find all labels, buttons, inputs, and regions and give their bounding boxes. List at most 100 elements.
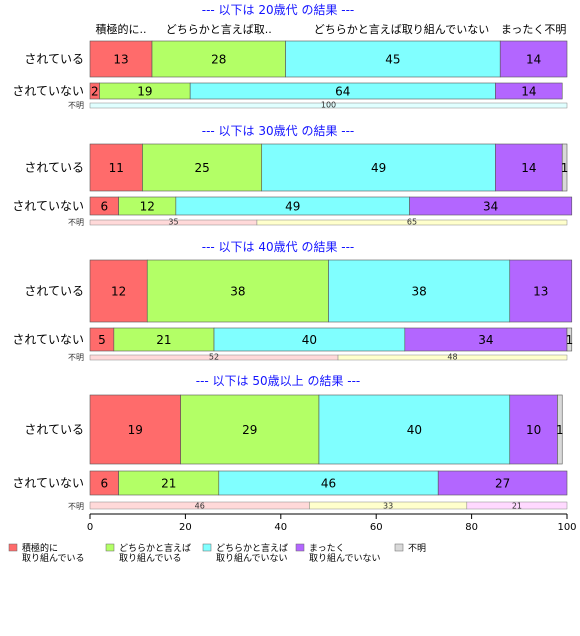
x-tick-label: 0 [87,522,93,533]
legend-label: どちらかと言えば [216,542,288,554]
legend-label: 積極的に [22,542,58,554]
bar-segment [495,82,563,100]
segment-label: 34 [483,200,498,214]
bar-segment [89,40,153,78]
bar-segment [499,40,568,78]
fumei-segment [466,501,568,510]
group-title: --- 以下は 30歳代 の結果 --- [202,124,355,138]
fumei-segment [337,354,568,361]
legend-label: 取り組んでいない [309,552,381,564]
row-label: されていない [12,84,84,98]
segment-label: 21 [161,477,176,491]
segment-label: 13 [533,285,548,299]
legend-label: 取り組んでいる [119,552,182,564]
bar-segment [146,259,329,323]
segment-label: 29 [242,423,257,437]
fumei-segment-label: 48 [447,353,457,362]
segment-label: 14 [521,161,536,175]
legend-swatch [8,543,18,552]
segment-label: 14 [526,53,541,67]
segment-label: 27 [495,477,510,491]
segment-label: 12 [111,285,126,299]
row-label: されている [24,161,84,175]
bar-segment [89,143,143,192]
bar-segment [151,40,286,78]
bar-segment [566,327,573,352]
bar-segment [509,259,573,323]
segment-label: 13 [113,53,128,67]
bar-segment [409,196,573,216]
segment-label: 12 [140,200,155,214]
row-label: されていない [12,333,84,347]
fumei-segment-label: 65 [407,218,417,227]
legend-label: 取り組んでいる [22,552,85,564]
bar-segment [328,259,511,323]
bar-segment [118,470,220,496]
segment-label: 1 [561,161,569,175]
row-label: されている [24,423,84,437]
legend-swatch [105,543,115,552]
segment-label: 2 [91,85,99,99]
segment-label: 40 [407,423,422,437]
bar-segment [318,394,511,465]
segment-label: 46 [321,477,336,491]
bar-segment [89,394,181,465]
bar-segment [509,394,558,465]
category-header: どちらかと言えば取.. [166,23,272,36]
segment-label: 45 [385,53,400,67]
legend-swatch [202,543,212,552]
segment-label: 40 [302,333,317,347]
segment-label: 11 [109,161,124,175]
segment-label: 21 [156,333,171,347]
legend-label: どちらかと言えば [119,542,191,554]
segment-label: 38 [230,285,245,299]
row-label: されていない [12,476,84,490]
segment-label: 10 [526,423,541,437]
x-tick-label: 60 [370,522,383,533]
fumei-segment [256,219,568,226]
bar-segment [557,394,563,465]
segment-label: 49 [285,200,300,214]
segment-label: 19 [137,85,152,99]
fumei-label: 不明 [68,502,84,511]
x-tick-label: 20 [179,522,192,533]
bar-segment [180,394,320,465]
group-title: --- 以下は 40歳代 の結果 --- [202,240,355,254]
bar-segment [218,470,439,496]
segment-label: 14 [521,85,536,99]
bar-segment [89,259,148,323]
bar-segment [495,143,563,192]
x-tick-label: 80 [465,522,478,533]
category-header: まったく不明 [501,23,567,36]
category-header: どちらかと言えば取り組んでいない [314,23,489,36]
segment-label: 5 [98,333,106,347]
segment-label: 1 [556,423,564,437]
group-title: --- 以下は 20歳代 の結果 --- [202,3,355,17]
fumei-segment-label: 46 [195,502,205,511]
group-title: --- 以下は 50歳以上 の結果 --- [196,374,361,388]
segment-label: 38 [411,285,426,299]
legend-label: 不明 [408,543,426,554]
segment-label: 64 [335,85,350,99]
segment-label: 19 [128,423,143,437]
fumei-label: 不明 [68,353,84,362]
segment-label: 34 [478,333,493,347]
x-tick-label: 40 [274,522,287,533]
bar-segment [437,470,568,496]
legend-swatch [394,543,404,552]
segment-label: 1 [566,333,574,347]
segment-label: 28 [211,53,226,67]
segment-label: 49 [371,161,386,175]
fumei-segment-label: 33 [383,502,393,511]
fumei-label: 不明 [68,101,84,110]
category-header: 積極的に.. [96,22,147,36]
fumei-label: 不明 [68,218,84,227]
bar-segment [142,143,263,192]
fumei-segment-label: 100 [321,101,336,110]
legend-label: 取り組んでいない [216,552,288,564]
legend-swatch [295,543,305,552]
fumei-segment-label: 21 [512,502,522,511]
fumei-segment [89,102,568,109]
bar-segment [89,470,119,496]
fumei-segment-label: 52 [209,353,219,362]
